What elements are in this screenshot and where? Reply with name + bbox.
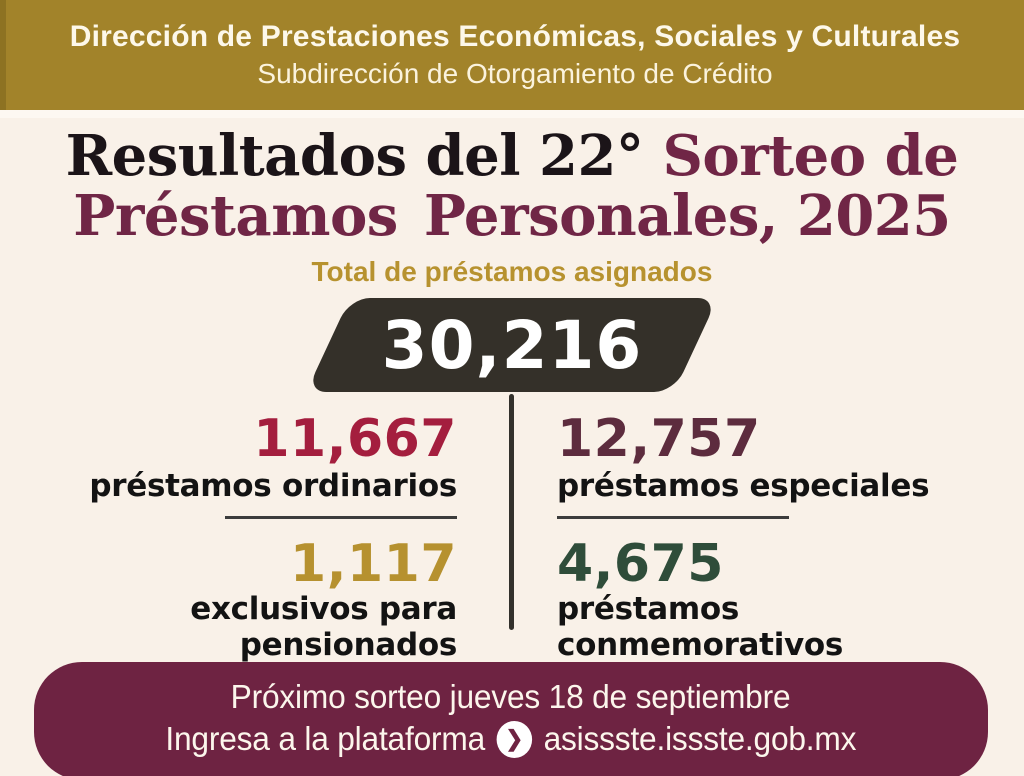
chevron-right-icon: ❯: [496, 720, 533, 758]
top-banner: Dirección de Prestaciones Económicas, So…: [0, 0, 1024, 110]
stat-pensionados-value: 1,117: [290, 534, 457, 594]
platform-url: asissste.issste.gob.mx: [543, 720, 857, 757]
stat-pensionados: 1,117 exclusivos para pensionados: [0, 537, 512, 663]
stat-conmemorativos-value: 4,675: [557, 534, 724, 594]
stat-conmemorativos-label: préstamos conmemorativos: [557, 591, 844, 663]
total-value: 30,216: [381, 306, 643, 384]
stat-especiales: 12,757 préstamos especiales: [512, 410, 1024, 523]
stat-ordinarios: 11,667 préstamos ordinarios: [0, 410, 512, 523]
page-title: Resultados del 22° Sorteo de Préstamos Pe…: [0, 126, 1024, 246]
title-prestamos-word: Préstamos: [73, 183, 398, 249]
subdirection-title: Subdirección de Otorgamiento de Crédito: [257, 58, 773, 89]
chevron-glyph: ❯: [505, 726, 524, 751]
stat-ordinarios-underline: [225, 516, 457, 519]
next-draw-text: Próximo sorteo jueves 18 de septiembre: [231, 678, 791, 715]
platform-line: Ingresa a la plataforma ❯ asissste.issst…: [166, 720, 857, 758]
platform-prefix: Ingresa a la plataforma: [165, 720, 486, 757]
stat-especiales-value: 12,757: [557, 409, 761, 469]
stat-ordinarios-value: 11,667: [253, 409, 457, 469]
stats-grid: 11,667 préstamos ordinarios 12,757 prést…: [0, 410, 1024, 663]
title-personales-word: Personales, 2025: [423, 183, 951, 249]
total-badge: 30,216: [306, 298, 718, 392]
direction-title: Dirección de Prestaciones Económicas, So…: [69, 20, 961, 53]
stat-conmemorativos: 4,675 préstamos conmemorativos: [512, 537, 1024, 663]
stat-especiales-label: préstamos especiales: [557, 468, 930, 504]
stat-especiales-underline: [557, 516, 789, 519]
title-results-part: Resultados del 22°: [65, 123, 644, 189]
stat-ordinarios-label: préstamos ordinarios: [89, 468, 457, 504]
stat-pensionados-label: exclusivos para pensionados: [190, 591, 457, 663]
footer-banner: Próximo sorteo jueves 18 de septiembre I…: [34, 662, 988, 776]
title-sorteo-part: Sorteo de: [662, 123, 959, 189]
total-loans-label: Total de préstamos asignados: [311, 256, 713, 287]
banner-divider: [0, 110, 1024, 118]
connector-line: [509, 394, 514, 630]
